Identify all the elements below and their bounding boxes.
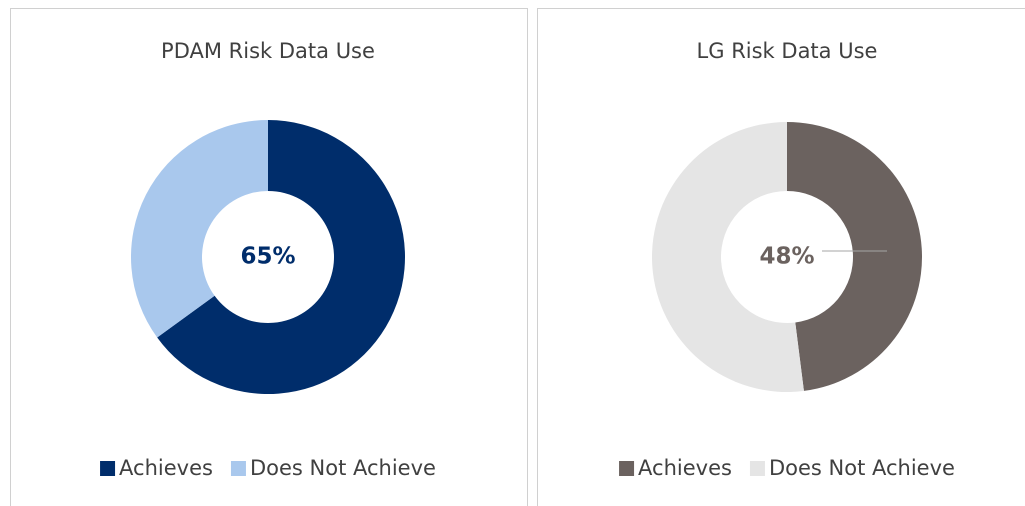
panel [10,8,528,506]
legend-label: Achieves [638,456,732,480]
chart-title: LG Risk Data Use [697,39,878,63]
legend-label: Does Not Achieve [250,456,436,480]
legend-swatch [619,461,635,476]
donut-slice [157,120,405,394]
legend-swatch [230,461,246,476]
donut-slice [131,120,268,338]
legend-label: Does Not Achieve [769,456,955,480]
panel [537,8,1025,506]
legend-label: Achieves [119,456,213,480]
donut-slice [787,122,923,391]
chart-title: PDAM Risk Data Use [161,39,375,63]
legend-swatch [100,461,116,476]
donut-slice [652,122,804,392]
legend-swatch [749,461,765,476]
center-label: 48% [759,244,814,270]
center-label: 65% [240,244,295,270]
